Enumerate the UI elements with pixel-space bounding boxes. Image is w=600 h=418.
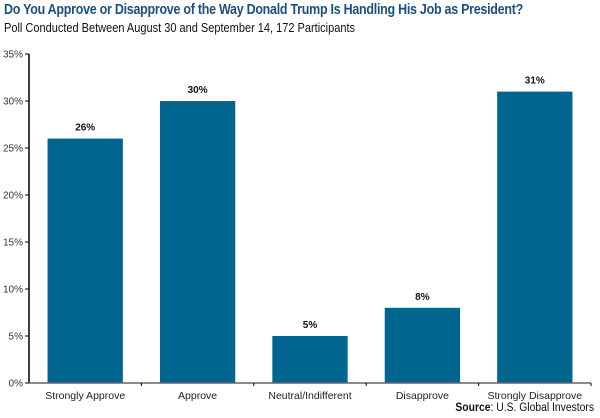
x-tick-label: Neutral/Indifferent <box>268 390 351 402</box>
source-note: Source: U.S. Global Investors <box>455 402 594 414</box>
bar <box>47 138 123 383</box>
data-label: 31% <box>525 76 545 87</box>
bar <box>384 307 461 383</box>
x-axis: Strongly Approve Approve Neutral/Indiffere… <box>29 382 592 402</box>
data-label: 5% <box>303 320 318 331</box>
x-tick-label: Approve <box>178 390 217 402</box>
y-tick-label: 35% <box>3 50 23 61</box>
source-text: : U.S. Global Investors <box>490 402 594 414</box>
bar <box>497 91 573 383</box>
y-tick-label: 5% <box>9 332 24 343</box>
y-tick-label: 25% <box>3 144 23 155</box>
x-tick-label: Strongly Approve <box>45 390 125 402</box>
data-label: 30% <box>188 85 208 96</box>
bars: 26% 30% 5% 8% 31% <box>47 76 573 383</box>
y-tick-label: 0% <box>9 379 24 390</box>
y-tick-label: 10% <box>3 285 23 296</box>
data-label: 8% <box>415 292 430 303</box>
x-tick-label: Disapprove <box>396 390 449 402</box>
chart-title: Do You Approve or Disapprove of the Way … <box>4 2 523 18</box>
bar <box>272 336 348 383</box>
y-tick-label: 15% <box>3 238 23 249</box>
data-label: 26% <box>75 123 95 134</box>
chart-subtitle: Poll Conducted Between August 30 and Sep… <box>4 21 356 35</box>
y-tick-label: 30% <box>3 97 23 108</box>
y-axis: 0% 5% 10% 15% 20% 25% 30% 35% <box>3 50 30 390</box>
bar <box>159 101 236 383</box>
y-tick-label: 20% <box>3 191 23 202</box>
x-tick-label: Strongly Disapprove <box>488 390 583 402</box>
source-label: Source <box>455 402 491 414</box>
